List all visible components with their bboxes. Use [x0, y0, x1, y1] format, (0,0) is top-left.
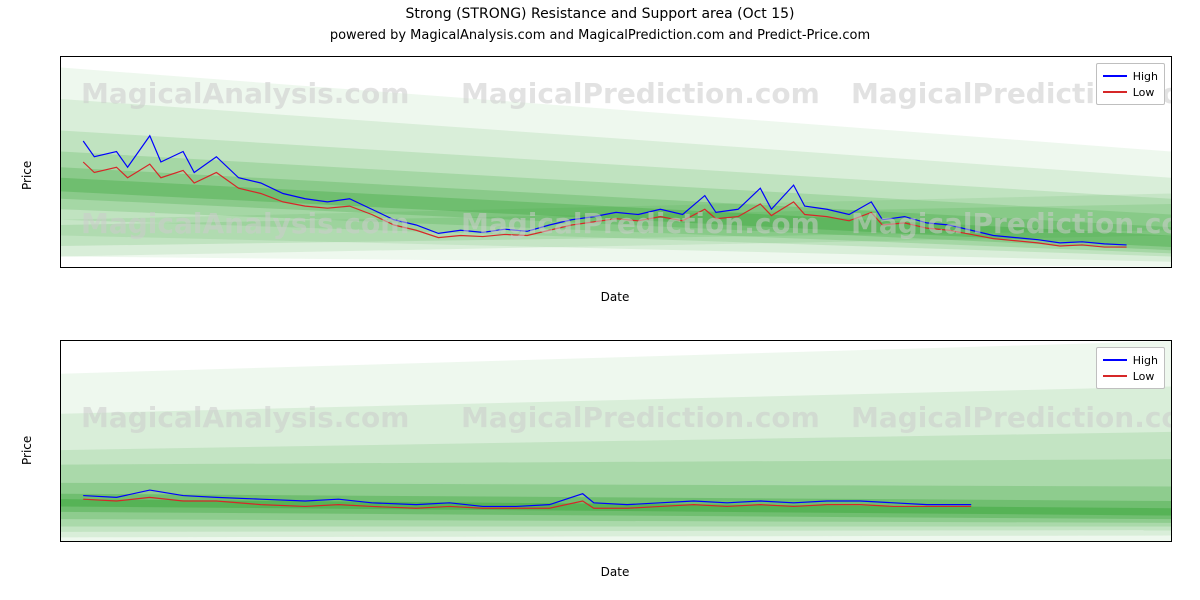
- figure: Strong (STRONG) Resistance and Support a…: [0, 0, 1200, 600]
- x-tick-mark: [305, 267, 306, 268]
- x-tick-mark: [1171, 267, 1172, 268]
- x-tick-label: 2024-10-01: [806, 541, 870, 542]
- x-tick-label: 2024-01: [615, 267, 661, 268]
- y-tick-mark: [60, 215, 61, 216]
- top-chart-xlabel: Date: [60, 290, 1170, 304]
- x-tick-label: 2024-09-15: [628, 541, 692, 542]
- top-chart-ylabel: Price: [20, 161, 34, 190]
- x-tick-label: 2024-11-01: [1139, 541, 1172, 542]
- legend-item-high: High: [1103, 68, 1158, 84]
- x-tick-label: 2024-08-01: [140, 541, 204, 542]
- x-tick-label: 2024-10-15: [961, 541, 1025, 542]
- bottom-chart-svg: [61, 341, 1171, 541]
- x-tick-mark: [172, 541, 173, 542]
- y-tick-mark: [60, 162, 61, 163]
- x-tick-mark: [660, 541, 661, 542]
- legend-item-low: Low: [1103, 84, 1158, 100]
- legend-item-low: Low: [1103, 368, 1158, 384]
- x-tick-label: 2024-03: [726, 267, 772, 268]
- x-tick-mark: [327, 541, 328, 542]
- y-tick-mark: [60, 432, 61, 433]
- bottom-chart-legend: High Low: [1096, 347, 1165, 389]
- x-tick-mark: [416, 267, 417, 268]
- x-tick-label: 2023-09: [393, 267, 439, 268]
- top-chart-legend: High Low: [1096, 63, 1165, 105]
- y-tick-mark: [60, 468, 61, 469]
- x-tick-label: 2024-05: [837, 267, 883, 268]
- legend-swatch-low: [1103, 375, 1127, 377]
- x-tick-label: 2023-03: [60, 267, 106, 268]
- top-chart-axes: MagicalAnalysis.com MagicalPrediction.co…: [60, 56, 1172, 268]
- x-tick-mark: [527, 267, 528, 268]
- x-tick-mark: [838, 541, 839, 542]
- x-tick-mark: [1082, 267, 1083, 268]
- x-tick-label: 2024-08-15: [295, 541, 359, 542]
- x-tick-mark: [1171, 541, 1172, 542]
- x-tick-mark: [194, 267, 195, 268]
- y-tick-mark: [60, 505, 61, 506]
- legend-label-low: Low: [1133, 370, 1155, 383]
- x-tick-mark: [505, 541, 506, 542]
- x-tick-mark: [83, 267, 84, 268]
- y-tick-mark: [60, 110, 61, 111]
- x-tick-label: 2024-09: [1059, 267, 1105, 268]
- y-tick-mark: [60, 267, 61, 268]
- y-tick-mark: [60, 541, 61, 542]
- x-tick-label: 2024-11: [1148, 267, 1172, 268]
- x-tick-mark: [749, 267, 750, 268]
- legend-label-high: High: [1133, 70, 1158, 83]
- legend-swatch-low: [1103, 91, 1127, 93]
- legend-swatch-high: [1103, 75, 1127, 77]
- chart-subtitle: powered by MagicalAnalysis.com and Magic…: [0, 28, 1200, 43]
- bottom-chart-ylabel: Price: [20, 436, 34, 465]
- x-tick-label: 2024-07: [948, 267, 994, 268]
- x-tick-label: 2023-11: [504, 267, 550, 268]
- legend-swatch-high: [1103, 359, 1127, 361]
- x-tick-mark: [638, 267, 639, 268]
- y-tick-mark: [60, 57, 61, 58]
- bottom-chart-axes: MagicalAnalysis.com MagicalPrediction.co…: [60, 340, 1172, 542]
- x-tick-mark: [993, 541, 994, 542]
- y-tick-mark: [60, 359, 61, 360]
- legend-label-high: High: [1133, 354, 1158, 367]
- x-tick-label: 2023-07: [282, 267, 328, 268]
- x-tick-mark: [971, 267, 972, 268]
- x-tick-label: 2023-05: [171, 267, 217, 268]
- x-tick-label: 2024-09-01: [473, 541, 537, 542]
- chart-title: Strong (STRONG) Resistance and Support a…: [0, 6, 1200, 22]
- bottom-chart-xlabel: Date: [60, 565, 1170, 579]
- legend-item-high: High: [1103, 352, 1158, 368]
- y-tick-mark: [60, 396, 61, 397]
- top-chart-svg: [61, 57, 1171, 267]
- x-tick-mark: [860, 267, 861, 268]
- legend-label-low: Low: [1133, 86, 1155, 99]
